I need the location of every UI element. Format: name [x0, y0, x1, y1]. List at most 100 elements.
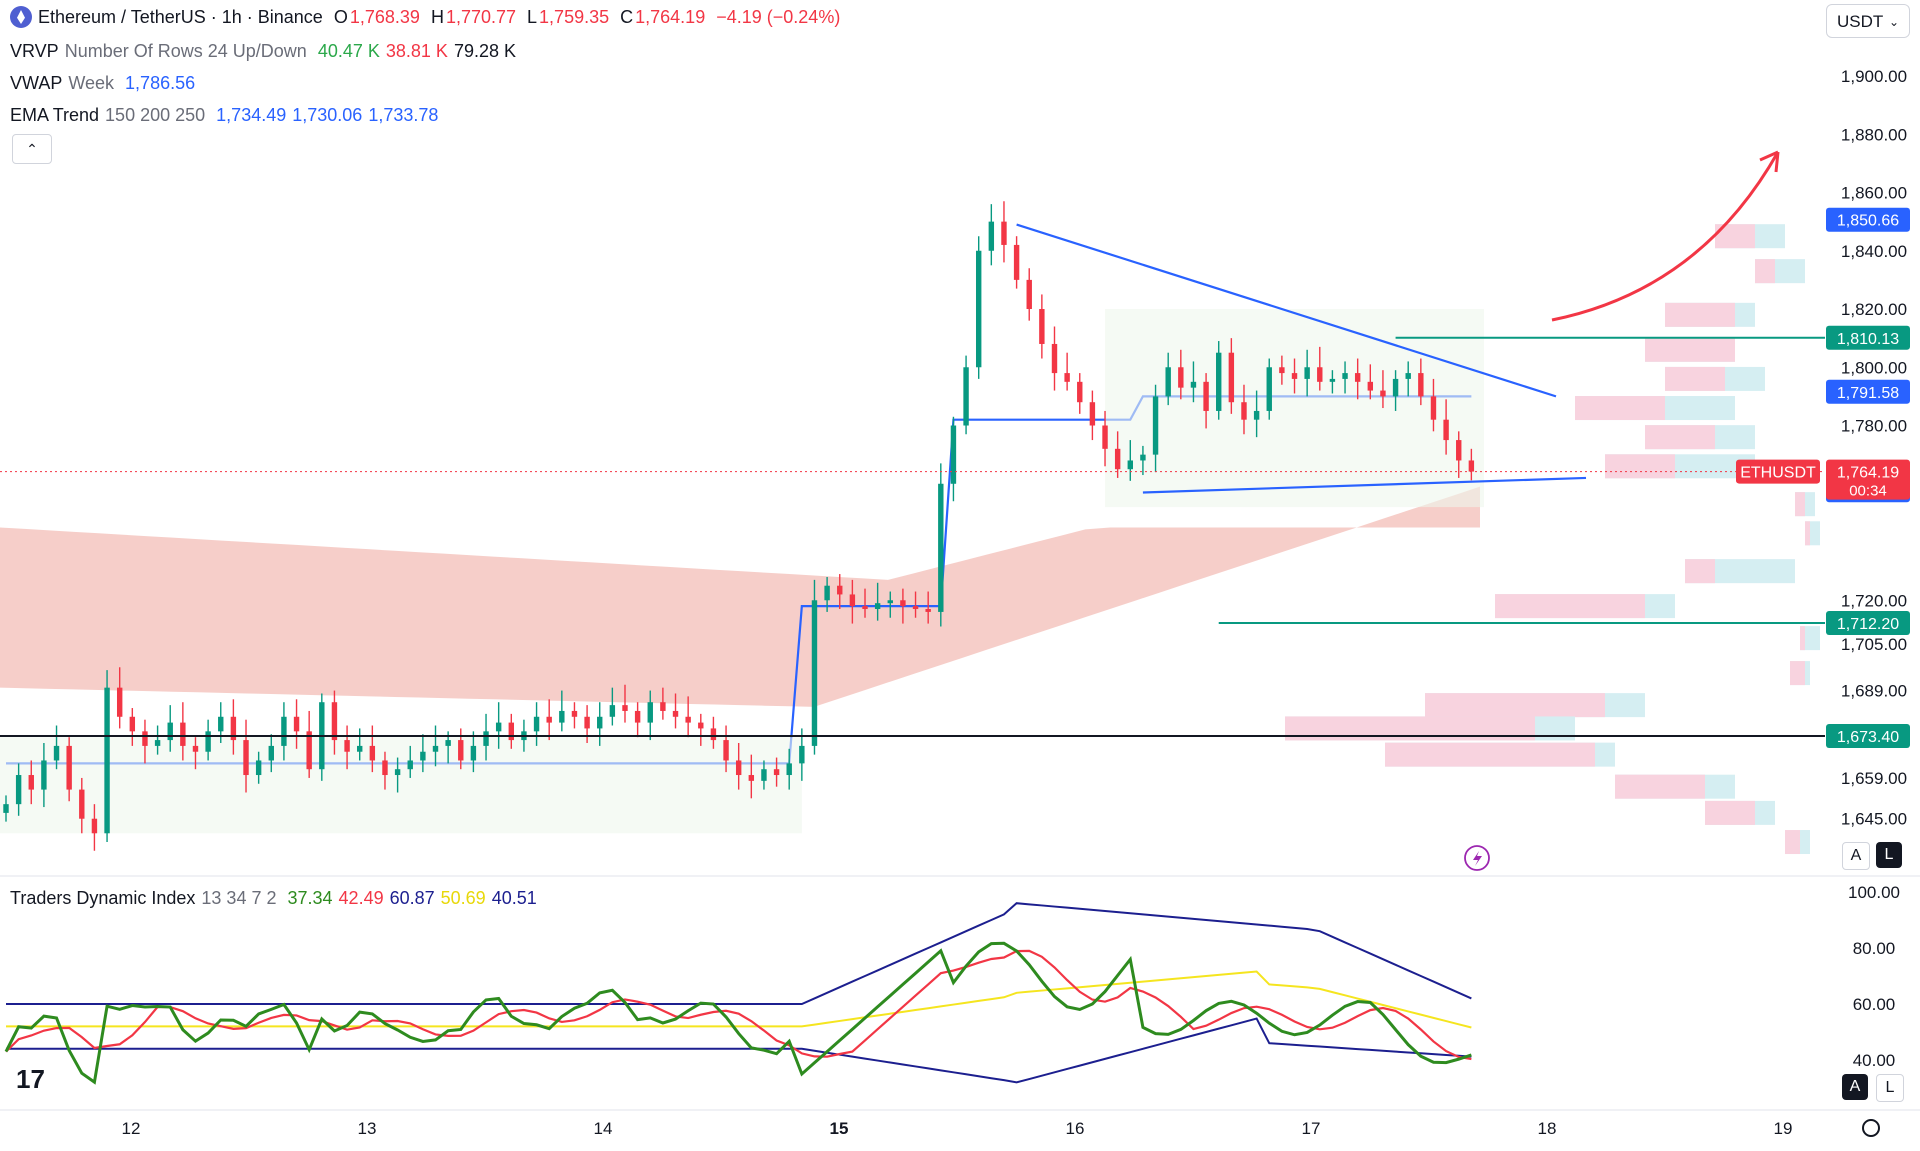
candle-body: [799, 745, 805, 764]
tdi-value-2: 42.49: [338, 888, 384, 908]
price-tick-label: 1,705.00: [1841, 635, 1907, 654]
price-tag: [1826, 724, 1910, 748]
candle-body: [432, 745, 439, 752]
candle-body: [1216, 352, 1222, 411]
candle-body: [584, 716, 590, 729]
candle-body: [1468, 460, 1475, 472]
tdi-pane[interactable]: 100.00 80.00 60.00 40.00 17: [4, 883, 1900, 1094]
candle-body: [1430, 396, 1437, 420]
tdi-tick-label: 60.00: [1853, 995, 1896, 1014]
trendline-drawings[interactable]: [0, 150, 1825, 871]
candle-body: [1064, 373, 1070, 382]
symbol-title: Ethereum / TetherUS · 1h · Binance: [38, 7, 323, 27]
candle-body: [1228, 352, 1235, 403]
candle-body: [142, 731, 148, 746]
gear-icon: [1862, 1119, 1880, 1137]
tdi-name: Traders Dynamic Index: [10, 888, 196, 908]
currency-select[interactable]: USDT ⌄: [1826, 4, 1910, 38]
tdi-value-3: 60.87: [389, 888, 435, 908]
volume-profile-down-bar: [1385, 742, 1595, 767]
candle-body: [53, 745, 60, 761]
ema-params: 150 200 250: [105, 105, 206, 125]
candle-body: [571, 710, 578, 717]
auto-scale-button[interactable]: A: [1842, 842, 1870, 870]
time-tick-label: 15: [830, 1119, 849, 1138]
price-tick-label: 1,720.00: [1841, 591, 1907, 610]
candle-body: [900, 600, 906, 607]
candle-body: [483, 731, 489, 746]
tdi-value-1: 37.34: [287, 888, 333, 908]
time-tick-label: 12: [122, 1119, 141, 1138]
candle-body: [938, 483, 944, 612]
candle-body: [1405, 373, 1411, 379]
candle-body: [546, 716, 552, 723]
candle-body: [1203, 381, 1209, 411]
price-axis[interactable]: 1,900.00 1,880.00 1,860.00 1,840.00 1,820.00…: [1736, 67, 1910, 829]
volume-profile-down-bar: [1645, 425, 1715, 450]
candle-body: [988, 221, 995, 251]
tdi-log-scale-button[interactable]: L: [1876, 1074, 1904, 1102]
price-tick-label: 1,645.00: [1841, 810, 1907, 829]
volume-profile-down-bar: [1615, 774, 1705, 799]
vwap-value: 1,786.56: [125, 73, 196, 93]
countdown-label: 00:34: [1849, 483, 1887, 500]
ema-value-1: 1,734.49: [216, 105, 287, 125]
candle-body: [394, 769, 401, 776]
candle-body: [167, 722, 173, 741]
candle-body: [786, 763, 792, 776]
candle-body: [1051, 343, 1058, 374]
candle-body: [912, 606, 919, 610]
price-tag-label: 1,791.58: [1837, 385, 1899, 402]
ema-legend[interactable]: EMA Trend 150 200 250 1,734.49 1,730.06 1,7…: [10, 105, 444, 126]
tdi-legend[interactable]: Traders Dynamic Index 13 34 7 2 37.34 42.4…: [10, 888, 543, 909]
candle-body: [887, 600, 893, 604]
candle-body: [1026, 279, 1032, 310]
vwap-legend[interactable]: VWAP Week 1,786.56: [10, 73, 201, 94]
candle-body: [1291, 373, 1298, 379]
candle-body: [66, 745, 72, 790]
candle-body: [1165, 367, 1171, 397]
tdi-tick-label: 80.00: [1853, 939, 1896, 958]
volume-profile-down-bar: [1665, 366, 1725, 391]
symbol-header[interactable]: Ethereum / TetherUS · 1h · Binance O 1,76…: [10, 6, 846, 28]
candle-body: [849, 594, 856, 607]
candle-body: [874, 603, 881, 610]
log-scale-label: L: [1884, 846, 1894, 863]
candle-body: [1380, 390, 1386, 397]
price-tag-label: 1,850.66: [1837, 213, 1899, 230]
ema-value-3: 1,733.78: [368, 105, 439, 125]
candle-body: [293, 716, 300, 732]
candle-body: [382, 760, 388, 776]
tdi-tick-label: 100.00: [1848, 883, 1900, 902]
candle-body: [116, 687, 123, 717]
candle-body: [1089, 402, 1096, 426]
candle-body: [508, 722, 515, 741]
candle-body: [533, 716, 540, 732]
candle-body: [723, 740, 729, 761]
price-tick-label: 1,900.00: [1841, 67, 1907, 86]
tdi-rsi-line: [4, 941, 1472, 1085]
vwap-name: VWAP: [10, 73, 63, 93]
price-tag: [1826, 379, 1910, 404]
volume-profile-down-bar: [1795, 492, 1805, 517]
time-tick-label: 13: [358, 1119, 377, 1138]
candle-body: [357, 745, 363, 752]
ohlc-o-label: O: [333, 7, 348, 27]
collapse-legend-button[interactable]: ⌃: [12, 134, 52, 164]
vrvp-legend[interactable]: VRVP Number Of Rows 24 Up/Down 40.47 K 38.…: [10, 41, 522, 62]
price-tick-label: 1,860.00: [1841, 184, 1907, 203]
ema-band-area: [0, 486, 1480, 707]
candle-body: [672, 710, 679, 717]
ohlc-high: 1,770.77: [445, 7, 517, 27]
log-scale-button[interactable]: L: [1876, 842, 1902, 868]
candle-body: [1190, 381, 1197, 388]
tdi-auto-scale-button[interactable]: A: [1842, 1074, 1868, 1100]
time-axis[interactable]: 12 13 14 15 16 17 18 19: [0, 1109, 1920, 1138]
candle-body: [91, 818, 98, 834]
candle-body: [306, 731, 312, 770]
time-tick-label: 19: [1774, 1119, 1793, 1138]
ethereum-icon: [10, 6, 32, 28]
volume-profile-down-bar: [1755, 259, 1775, 284]
volume-profile-down-bar: [1685, 559, 1715, 584]
